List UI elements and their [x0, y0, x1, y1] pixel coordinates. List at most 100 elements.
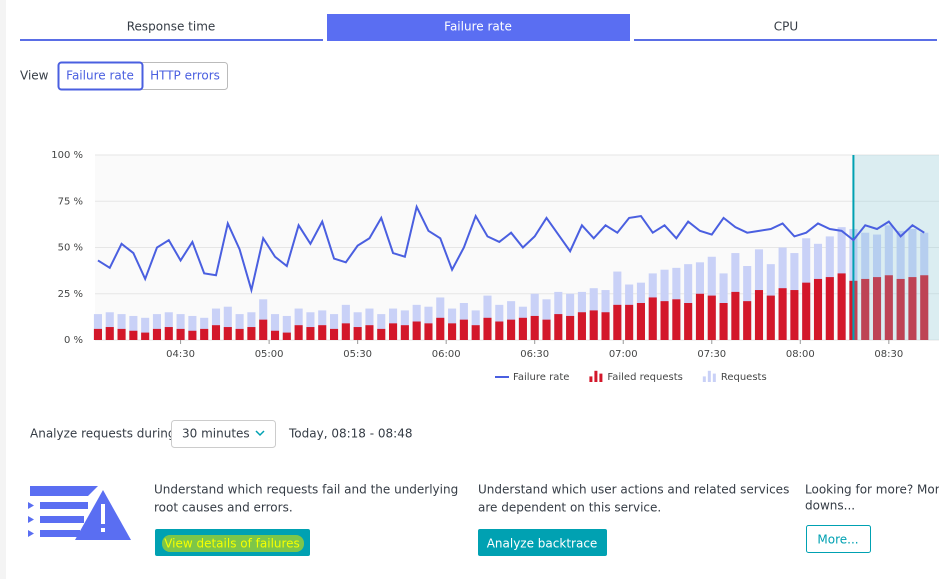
bar: [719, 303, 728, 340]
x-tick-label: 05:00: [255, 349, 284, 360]
x-tick-label: 07:30: [697, 349, 726, 360]
bar: [778, 288, 787, 340]
card-text: root causes and errors.: [154, 501, 293, 515]
bar: [176, 328, 185, 340]
x-tick-label: 08:00: [786, 349, 815, 360]
bar: [577, 312, 586, 340]
bar: [294, 308, 303, 340]
button[interactable]: [478, 529, 607, 556]
legend-swatch: [712, 373, 716, 382]
bar: [566, 315, 575, 340]
x-tick-label: 04:30: [166, 349, 195, 360]
bar: [152, 314, 162, 340]
bar: [684, 264, 693, 340]
bar: [872, 277, 882, 340]
bar: [507, 319, 516, 340]
bar: [270, 314, 280, 340]
bar: [235, 314, 244, 340]
bar: [306, 312, 315, 340]
legend-swatch: [707, 370, 711, 382]
bar: [223, 327, 232, 340]
x-tick-label: 06:30: [520, 349, 549, 360]
dropdown-value[interactable]: 30 minutes: [182, 427, 250, 441]
bar: [318, 325, 327, 340]
bar: [247, 312, 256, 340]
bar: [920, 275, 929, 340]
bar: [483, 317, 492, 340]
card-text: Understand which user actions and relate…: [478, 483, 789, 497]
dropdown[interactable]: [171, 420, 276, 448]
bar: [141, 332, 150, 340]
bar: [223, 306, 232, 340]
bar: [117, 328, 126, 340]
tab-label[interactable]: Failure rate: [444, 20, 512, 34]
bar: [200, 328, 209, 340]
legend-swatch: [599, 373, 603, 382]
button-label[interactable]: Analyze backtrace: [487, 537, 598, 551]
bar: [353, 327, 362, 340]
line: [97, 203, 925, 295]
bar: [141, 317, 150, 340]
bar: [365, 308, 374, 340]
tab-label[interactable]: CPU: [774, 20, 798, 34]
bar: [129, 330, 138, 340]
bar: [884, 275, 893, 340]
bar: [554, 314, 563, 340]
tab-active[interactable]: [327, 14, 630, 41]
legend-label: Failed requests: [607, 372, 682, 383]
toggle-option[interactable]: Failure rate: [66, 69, 134, 83]
view-label: View: [20, 69, 49, 83]
tab-label[interactable]: Response time: [127, 20, 216, 34]
legend-swatch: [594, 370, 598, 382]
bar: [542, 319, 551, 340]
bar: [754, 290, 764, 340]
bar: [117, 314, 126, 340]
bar: [896, 278, 905, 340]
bar: [259, 319, 268, 340]
bar: [412, 321, 421, 340]
bar: [648, 297, 657, 340]
bar: [365, 325, 374, 340]
bar: [660, 301, 669, 340]
legend-swatch: [589, 376, 593, 382]
bar: [93, 328, 102, 340]
bar: [766, 295, 775, 340]
toggle-option[interactable]: HTTP errors: [150, 69, 220, 83]
highlight: [162, 535, 304, 552]
bar: [589, 310, 598, 340]
x-tick-label: 08:30: [874, 349, 903, 360]
button[interactable]: [806, 525, 871, 553]
bar: [152, 328, 162, 340]
card-text: Understand which requests fail and the u…: [154, 483, 458, 497]
bar: [341, 323, 350, 340]
toggle-active[interactable]: [57, 61, 144, 91]
failure-icon: [28, 486, 131, 540]
bar: [684, 303, 693, 340]
y-tick-label: 25 %: [58, 289, 83, 300]
x-tick-label: 05:30: [343, 349, 372, 360]
bar: [247, 327, 256, 340]
y-tick-label: 75 %: [58, 196, 83, 207]
bar: [105, 327, 114, 340]
button-label[interactable]: More...: [817, 533, 858, 547]
x-tick-label: 06:00: [432, 349, 461, 360]
bar: [211, 325, 221, 340]
bar: [188, 330, 197, 340]
card-text: are dependent on this service.: [478, 501, 661, 515]
bar: [176, 314, 185, 340]
bar: [436, 317, 445, 340]
button-label[interactable]: View details of failures: [164, 537, 300, 551]
side-strip: [0, 0, 6, 579]
tab[interactable]: Response time: [20, 20, 323, 41]
x-tick-label: 07:00: [609, 349, 638, 360]
bar: [282, 332, 291, 340]
bar: [93, 314, 102, 340]
bar: [164, 312, 173, 340]
bar: [707, 295, 716, 340]
bar: [353, 312, 362, 340]
card-text: Looking for more? More: [805, 483, 939, 497]
dropdown-caret: [255, 430, 265, 437]
bar: [825, 277, 834, 340]
legend-label: Failure rate: [513, 372, 569, 383]
